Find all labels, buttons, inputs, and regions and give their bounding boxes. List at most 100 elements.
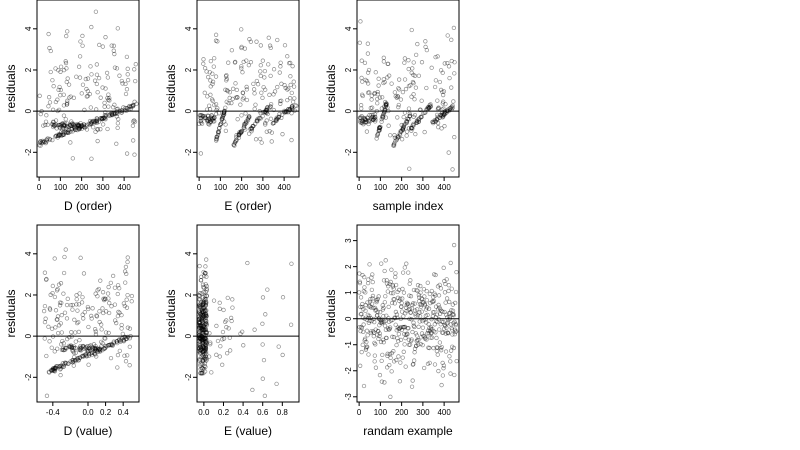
- data-point: [200, 327, 205, 332]
- data-point: [109, 43, 114, 48]
- data-point: [198, 347, 203, 352]
- data-point: [359, 58, 364, 63]
- data-point: [103, 35, 108, 40]
- data-point: [55, 346, 60, 351]
- data-point: [49, 368, 54, 373]
- data-point: [358, 312, 363, 317]
- data-point: [202, 369, 208, 374]
- data-point: [289, 104, 295, 109]
- data-point: [238, 102, 243, 107]
- data-point: [366, 315, 371, 321]
- data-point: [446, 288, 451, 294]
- data-point: [38, 139, 43, 144]
- data-point: [66, 128, 71, 133]
- data-point: [62, 123, 67, 128]
- data-point: [376, 316, 382, 321]
- data-point: [199, 118, 204, 123]
- data-point: [76, 122, 81, 127]
- data-point: [216, 126, 222, 131]
- data-point: [200, 358, 206, 363]
- data-point: [93, 291, 98, 296]
- data-point: [397, 326, 402, 331]
- data-point: [197, 320, 202, 325]
- data-point: [91, 346, 96, 351]
- data-point: [47, 306, 52, 311]
- data-point: [433, 330, 438, 335]
- data-point: [444, 108, 450, 114]
- data-point: [409, 317, 414, 322]
- data-point: [204, 117, 210, 123]
- data-point: [132, 67, 137, 72]
- data-point: [199, 346, 204, 351]
- data-point: [374, 136, 379, 141]
- data-point: [196, 349, 202, 354]
- y-tick-label: 3: [344, 238, 353, 243]
- data-point: [403, 86, 409, 92]
- data-point: [405, 326, 410, 331]
- data-point: [199, 313, 204, 318]
- data-point: [394, 357, 399, 363]
- data-point: [258, 69, 263, 74]
- data-point: [82, 310, 87, 315]
- data-point: [259, 90, 264, 95]
- data-point: [240, 70, 245, 75]
- data-point: [445, 33, 450, 38]
- data-point: [451, 313, 456, 318]
- data-point: [390, 283, 395, 288]
- data-point: [396, 354, 401, 359]
- y-tick-label: -2: [24, 373, 33, 381]
- data-point: [444, 312, 449, 317]
- data-point: [214, 137, 219, 142]
- data-point: [203, 339, 208, 344]
- data-point: [364, 328, 370, 333]
- data-point: [75, 127, 80, 133]
- data-point: [197, 320, 202, 325]
- data-point: [213, 101, 219, 107]
- data-point: [202, 344, 207, 350]
- data-point: [199, 371, 205, 376]
- data-point: [73, 126, 78, 131]
- data-point: [429, 317, 434, 322]
- data-point: [391, 143, 397, 148]
- data-point: [287, 96, 293, 101]
- data-point: [450, 105, 455, 111]
- data-point: [199, 334, 204, 339]
- data-point: [130, 104, 135, 109]
- data-point: [366, 304, 372, 309]
- data-point: [76, 123, 81, 128]
- data-point: [247, 114, 252, 119]
- data-point: [397, 298, 402, 303]
- data-point: [198, 328, 203, 333]
- data-point: [422, 110, 427, 115]
- data-point: [429, 335, 435, 340]
- data-point: [58, 123, 63, 128]
- data-point: [402, 110, 408, 115]
- data-point: [393, 322, 398, 327]
- data-point: [274, 118, 279, 123]
- data-point: [383, 103, 389, 108]
- data-point: [203, 326, 208, 331]
- data-point: [198, 305, 203, 310]
- data-point: [198, 113, 203, 118]
- data-point: [285, 110, 291, 115]
- data-point: [414, 120, 419, 126]
- data-point: [244, 84, 249, 90]
- data-point: [115, 313, 121, 319]
- data-point: [385, 289, 390, 294]
- data-point: [81, 122, 87, 127]
- data-point: [204, 355, 209, 360]
- y-tick-label: 0: [344, 108, 353, 113]
- data-point: [374, 313, 380, 318]
- data-point: [56, 133, 62, 138]
- data-point: [199, 333, 204, 339]
- data-point: [413, 308, 418, 313]
- data-point: [81, 344, 86, 350]
- data-point: [198, 305, 203, 310]
- data-point: [100, 306, 105, 311]
- data-point: [214, 135, 219, 140]
- data-point: [257, 115, 262, 121]
- data-point: [198, 312, 203, 317]
- data-point: [197, 343, 202, 348]
